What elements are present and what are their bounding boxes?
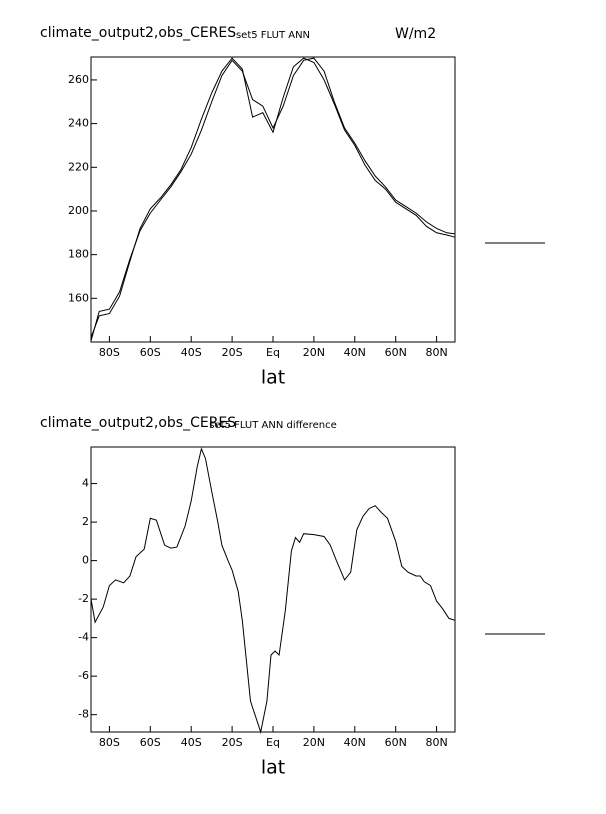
y-tick-label: 240: [68, 117, 89, 130]
x-tick-label: 60S: [140, 736, 161, 749]
chart-title: climate_output2,obs_CERES: [40, 25, 236, 41]
y-tick-label: 200: [68, 204, 89, 217]
y-tick-label: 180: [68, 248, 89, 261]
y-tick-label: 160: [68, 291, 89, 304]
y-tick-label: 4: [82, 477, 89, 490]
x-axis-label: lat: [261, 367, 285, 389]
x-axis-label: lat: [261, 757, 285, 779]
x-tick-label: 80S: [99, 346, 120, 359]
chart-subtitle: set5 FLUT ANN: [236, 30, 310, 41]
x-tick-label: 80N: [425, 346, 447, 359]
data-line: [90, 57, 456, 338]
y-tick-label: 220: [68, 160, 89, 173]
plot-frame: [90, 56, 456, 343]
x-tick-label: 40S: [181, 736, 202, 749]
units: W/m2: [395, 26, 436, 42]
y-tick-label: 260: [68, 73, 89, 86]
x-tick-label: 60S: [140, 346, 161, 359]
y-tick-label: -8: [78, 708, 89, 721]
x-tick-label: 20N: [303, 346, 325, 359]
y-tick-label: -4: [78, 631, 89, 644]
data-line: [90, 447, 456, 734]
y-tick-label: -6: [78, 669, 89, 682]
x-tick-label: 20S: [222, 346, 243, 359]
x-tick-label: 40S: [181, 346, 202, 359]
x-tick-label: 60N: [385, 346, 407, 359]
y-tick-label: -2: [78, 592, 89, 605]
x-tick-label: Eq: [266, 736, 280, 749]
x-tick-label: 80N: [425, 736, 447, 749]
y-tick-label: 0: [82, 554, 89, 567]
x-tick-label: 20S: [222, 736, 243, 749]
x-tick-label: 60N: [385, 736, 407, 749]
x-tick-label: 20N: [303, 736, 325, 749]
chart-subtitle: set5 FLUT ANN difference: [209, 420, 336, 431]
x-tick-label: 80S: [99, 736, 120, 749]
x-tick-label: Eq: [266, 346, 280, 359]
chart-title: climate_output2,obs_CERES: [40, 415, 236, 431]
plot-frame: [90, 446, 456, 733]
x-tick-label: 40N: [344, 346, 366, 359]
x-tick-label: 40N: [344, 736, 366, 749]
data-line: [90, 57, 456, 342]
y-tick-label: 2: [82, 515, 89, 528]
